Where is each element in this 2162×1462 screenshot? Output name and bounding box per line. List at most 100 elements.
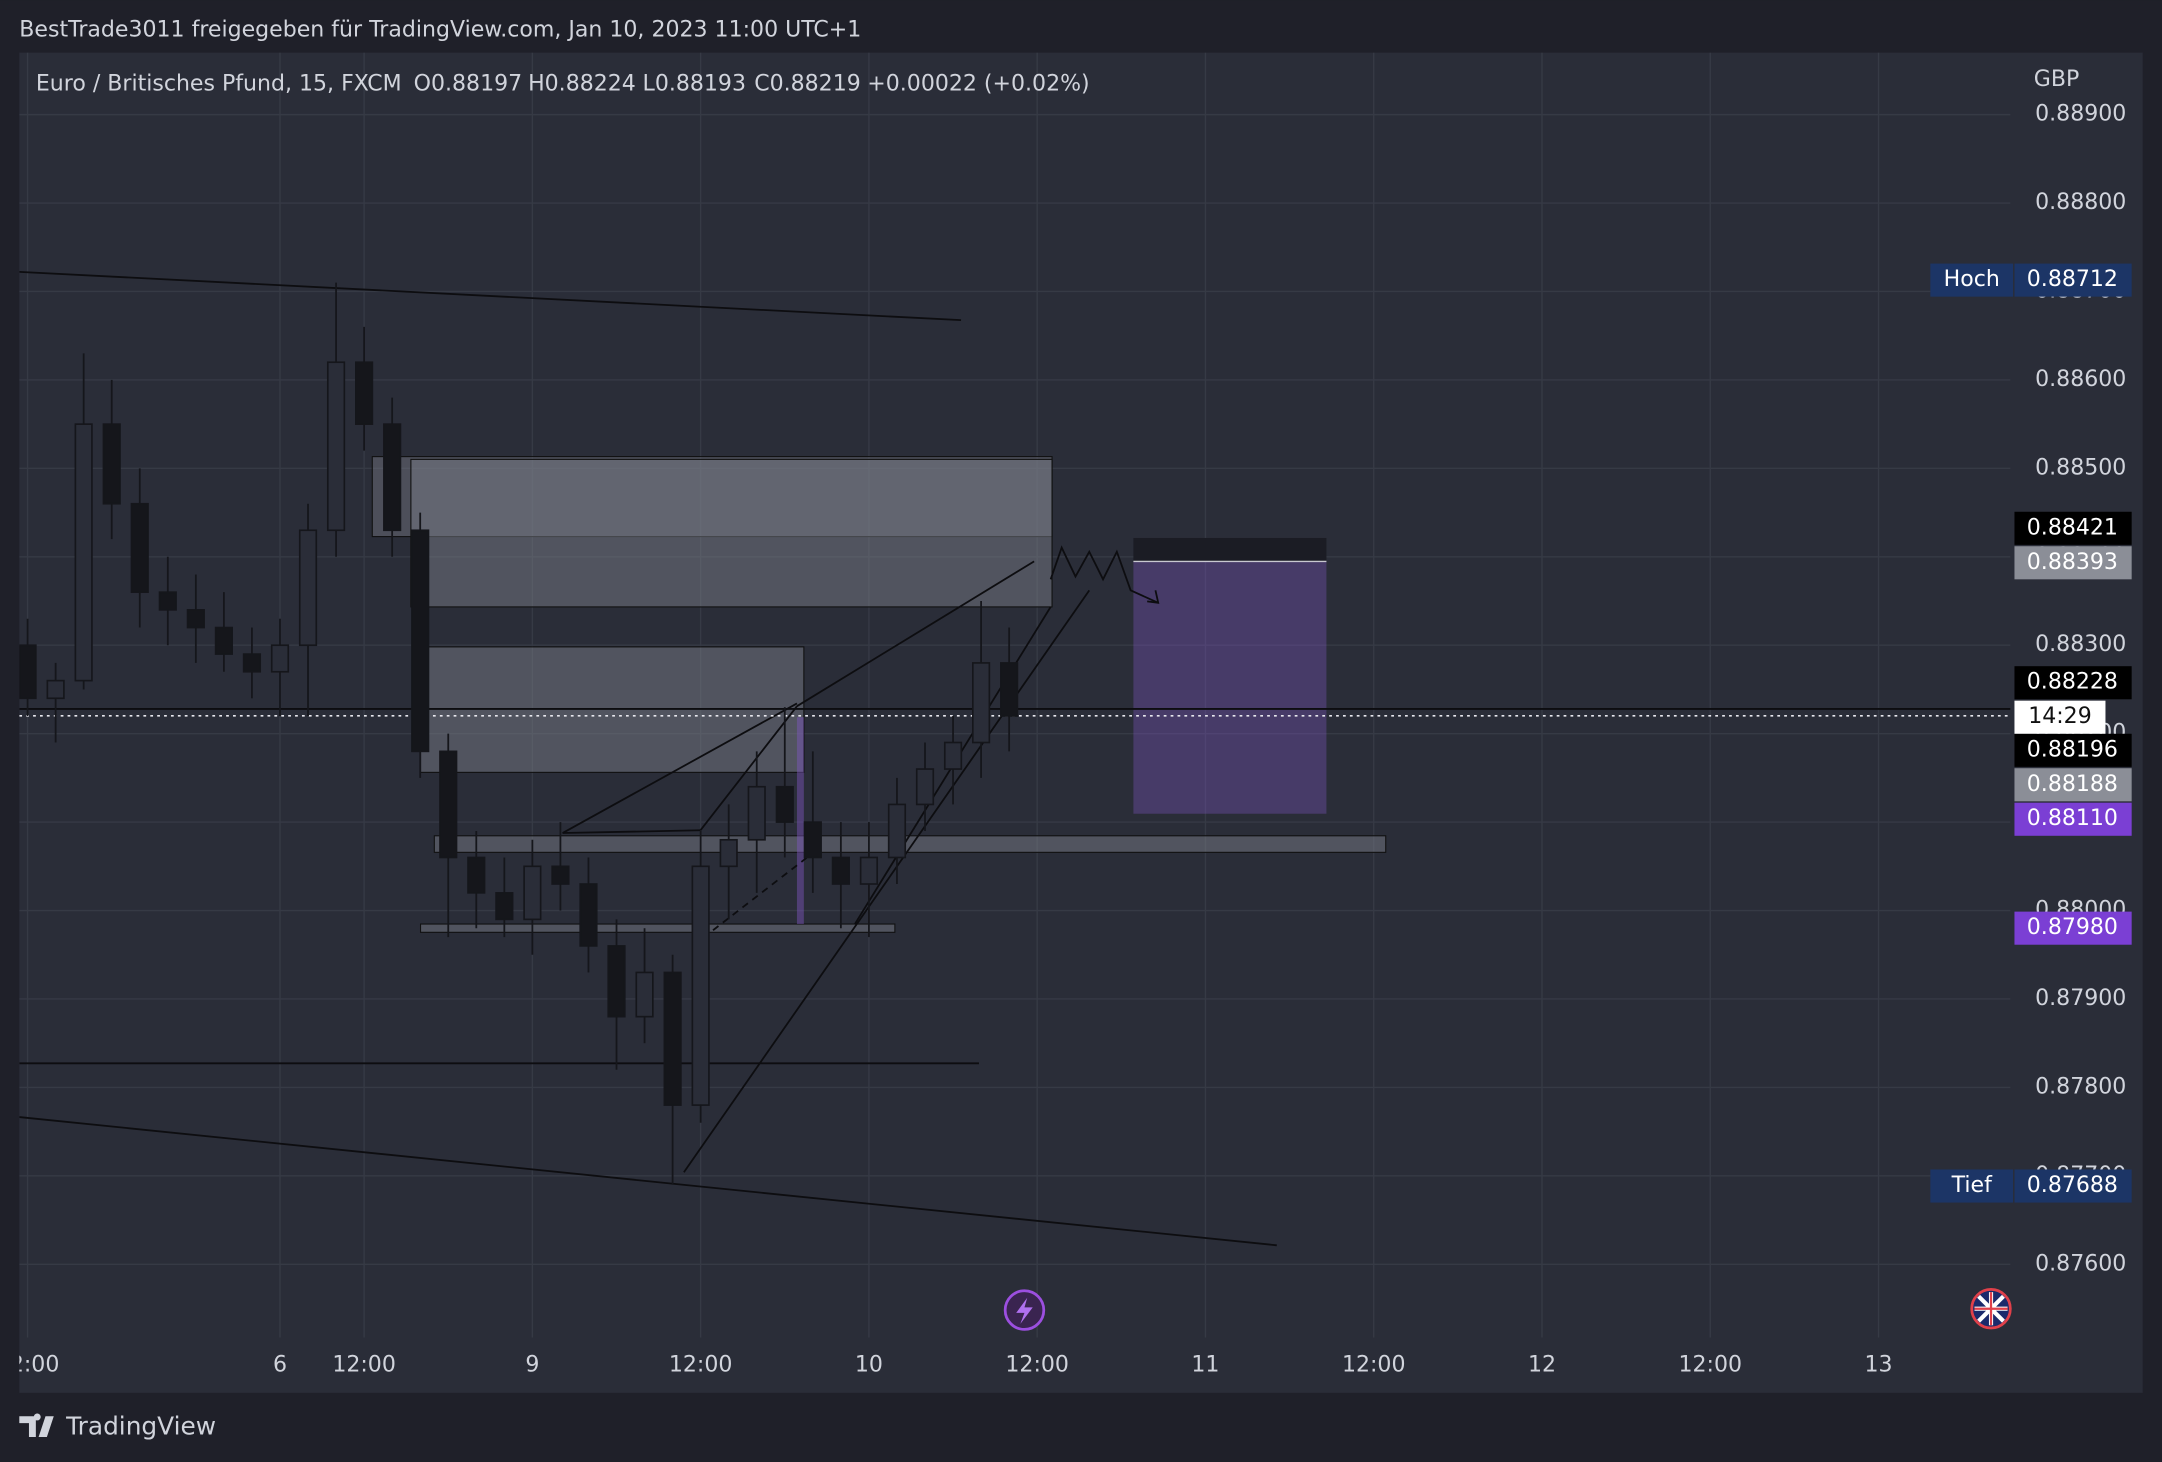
countdown: 14:29 — [2028, 704, 2092, 729]
candle-body — [19, 644, 37, 700]
flag-icon[interactable] — [1970, 1288, 2012, 1330]
candle-body — [383, 423, 402, 532]
candle-body — [663, 971, 682, 1106]
price-label-name-box — [1930, 263, 2014, 297]
price-label-name: Hoch — [1944, 267, 2000, 292]
candle-body — [102, 423, 121, 505]
price-label: 0.88712 — [2027, 267, 2118, 292]
chart-panel — [19, 52, 2143, 1393]
trend-line — [19, 1116, 1277, 1247]
trend-line — [683, 589, 1091, 1173]
x-tick-label: 10 — [855, 1352, 883, 1377]
price-label: 0.88110 — [2027, 806, 2118, 831]
price-label-box — [2014, 666, 2132, 700]
candle-body — [1000, 662, 1019, 717]
brand-logo — [19, 1413, 54, 1437]
currency: GBP — [2034, 67, 2080, 92]
candle-body — [130, 502, 149, 594]
candle-body — [495, 892, 514, 921]
brand: TradingView — [65, 1411, 216, 1440]
legend: Euro / Britisches Pfund, 15, FXCM O0.881… — [36, 71, 1090, 96]
price-label: 0.88421 — [2027, 515, 2118, 540]
candle-body — [579, 883, 598, 947]
trend-line — [699, 705, 798, 831]
legend-high: H0.88224 — [528, 71, 636, 96]
x-tick-label: 12:00 — [1005, 1352, 1069, 1377]
candle-body — [523, 865, 542, 921]
price-label-box — [2014, 546, 2132, 580]
price-label: 0.88228 — [2027, 670, 2118, 695]
candle-body — [298, 529, 318, 647]
zone — [419, 923, 896, 933]
candle-body — [859, 856, 879, 885]
trend-line — [19, 270, 962, 322]
legend-change: +0.00022 (+0.02%) — [867, 71, 1089, 96]
y-tick-label: 0.87600 — [2035, 1251, 2126, 1276]
footer: TradingView — [19, 1411, 216, 1440]
candle-body — [635, 971, 654, 1018]
x-tick-label: 9 — [525, 1352, 539, 1377]
legend-close: C0.88219 — [754, 71, 861, 96]
candle-body — [831, 856, 850, 885]
x-tick-label: 12:00 — [1678, 1352, 1742, 1377]
candle-body — [46, 679, 65, 700]
candle-body — [439, 750, 458, 859]
price-label: 0.87688 — [2027, 1173, 2118, 1198]
candle-body — [691, 865, 710, 1106]
price-label-box — [2014, 511, 2132, 545]
x-tick-label: 11 — [1191, 1352, 1219, 1377]
price-label-box — [2014, 1169, 2132, 1203]
candle-body — [467, 856, 486, 894]
candle-body — [158, 591, 177, 611]
marker — [796, 717, 804, 925]
x-tick-label: 12:00 — [0, 1352, 59, 1377]
flag-cross-red — [1974, 1292, 2008, 1326]
candle-body — [74, 423, 93, 682]
candle-body — [270, 644, 290, 673]
candle-body — [803, 821, 822, 859]
y-tick-label: 0.88500 — [2035, 455, 2126, 480]
price-label-box — [2014, 802, 2132, 836]
candle-body — [326, 361, 346, 532]
candle-body — [943, 741, 963, 770]
candle-body — [719, 838, 738, 868]
candle-body — [186, 609, 205, 629]
candle-body — [607, 945, 626, 1018]
candle-body — [411, 529, 430, 753]
price-label-box — [2014, 768, 2132, 802]
x-tick-label: 12:00 — [332, 1352, 396, 1377]
price-label: 0.88196 — [2027, 737, 2118, 762]
trend-line — [796, 560, 1035, 707]
price-label-name-box — [1930, 1169, 2014, 1203]
price-label-box — [2014, 263, 2132, 297]
trend-line — [562, 702, 798, 834]
candles — [19, 282, 1019, 1185]
trend-line — [562, 829, 701, 834]
y-tick-label: 0.87800 — [2035, 1074, 2126, 1099]
projection — [1049, 545, 1159, 604]
candle-body — [214, 626, 233, 655]
x-tick-label: 12:00 — [1342, 1352, 1406, 1377]
alert-icon[interactable] — [1003, 1289, 1046, 1331]
arrow-head — [1147, 590, 1160, 604]
legend-low: L0.88193 — [643, 71, 746, 96]
countdown-box — [2014, 700, 2106, 734]
y-tick-label: 0.88800 — [2035, 190, 2126, 215]
price-label: 0.88188 — [2027, 772, 2118, 797]
price-label: 0.87980 — [2027, 915, 2118, 940]
share-title: BestTrade3011 freigegeben für TradingVie… — [19, 18, 861, 43]
y-tick-label: 0.88900 — [2035, 102, 2126, 127]
candle-body — [355, 361, 374, 425]
target-zone — [1133, 561, 1327, 814]
x-axis: 12:00 6 12:00 9 12:00 10 12:00 11 12:00 12 12:00 13 — [0, 1352, 1892, 1377]
candle-body — [971, 662, 991, 744]
price-label-name: Tief — [1951, 1173, 1993, 1198]
trend-line — [702, 857, 808, 939]
candle-body — [551, 865, 570, 885]
zone — [410, 458, 1053, 608]
candle-body — [887, 803, 907, 859]
drawings — [19, 270, 2011, 1247]
candle-body — [242, 653, 262, 673]
candle-body — [747, 785, 766, 841]
